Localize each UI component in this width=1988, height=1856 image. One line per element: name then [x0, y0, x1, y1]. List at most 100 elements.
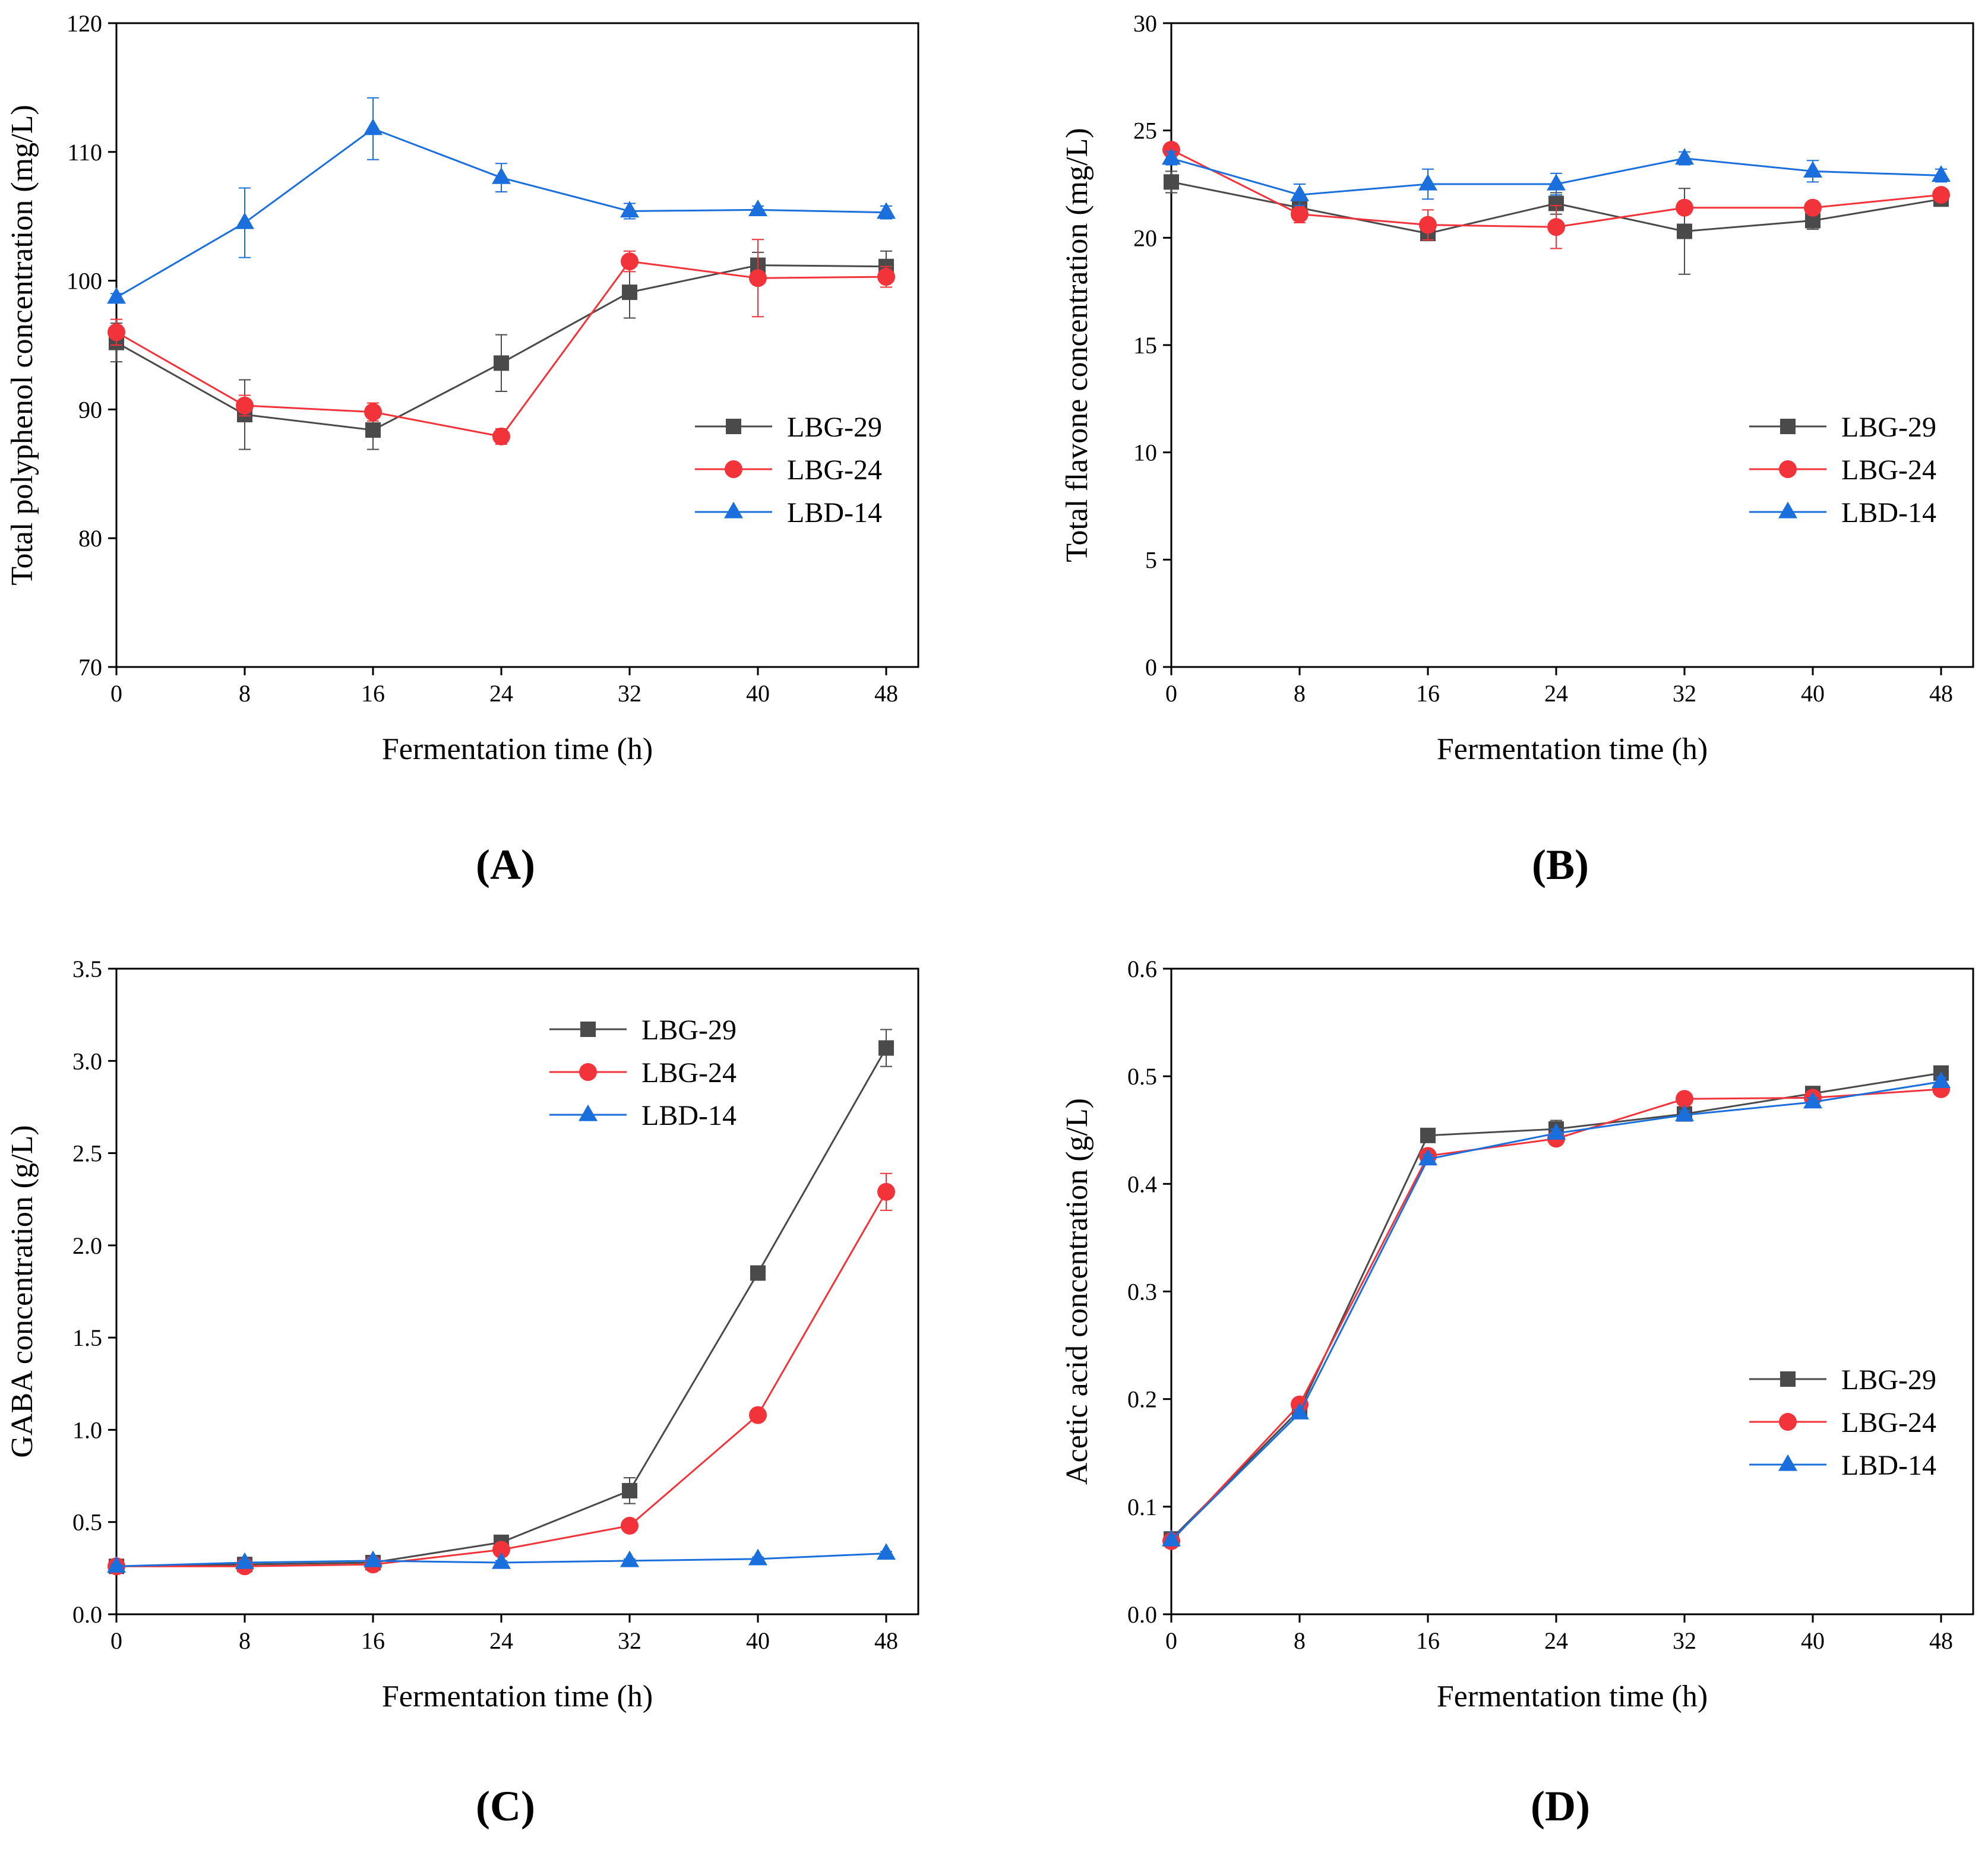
y-axis-title: Acetic acid concentration (g/L) [1060, 1098, 1094, 1485]
data-point [877, 202, 896, 219]
legend-label: LBG-24 [787, 454, 882, 486]
legend-label: LBG-29 [1841, 412, 1936, 443]
y-tick-label: 0.0 [72, 1601, 102, 1628]
data-point [1676, 1090, 1693, 1108]
y-tick-label: 2.5 [72, 1140, 102, 1167]
panel-label: (A) [476, 841, 535, 889]
data-point [492, 1552, 511, 1569]
x-tick-label: 16 [1416, 1627, 1440, 1654]
data-point [1162, 148, 1181, 165]
x-axis-title: Fermentation time (h) [1437, 732, 1708, 766]
data-point [1932, 186, 1950, 204]
y-tick-label: 120 [67, 10, 102, 37]
series-lbg-29 [109, 250, 894, 450]
data-point [364, 1550, 383, 1567]
data-point [1162, 1529, 1181, 1547]
legend: LBG-29 LBG-24 LBD-14 [549, 1014, 737, 1131]
y-tick-label: 30 [1133, 10, 1157, 37]
y-tick-label: 5 [1145, 546, 1157, 573]
series-lbd-14 [1162, 1071, 1951, 1547]
y-tick-label: 0.4 [1127, 1171, 1157, 1197]
x-tick-label: 16 [1416, 680, 1440, 707]
data-point [1803, 160, 1822, 178]
plot-frame [1170, 967, 1974, 1615]
data-point [748, 200, 767, 216]
y-tick-label: 80 [78, 525, 102, 552]
legend: LBG-29 LBG-24 LBD-14 [695, 412, 882, 529]
x-tick-label: 32 [1673, 1627, 1696, 1654]
plot-frame [115, 22, 919, 668]
y-tick-label: 0.3 [1127, 1279, 1157, 1305]
data-point [749, 269, 767, 287]
series-lbd-14 [107, 1543, 896, 1573]
series-lbg-24 [108, 239, 895, 445]
data-point [749, 1406, 767, 1424]
x-tick-label: 24 [1544, 680, 1568, 707]
data-point [877, 1543, 896, 1560]
y-tick-label: 0.5 [1127, 1063, 1157, 1090]
y-axis-title: GABA concentration (g/L) [5, 1125, 39, 1457]
data-point [235, 212, 254, 229]
legend-marker [725, 460, 742, 478]
data-point [621, 252, 639, 271]
legend-marker [1780, 1371, 1796, 1387]
legend-label: LBD-14 [1841, 1450, 1936, 1481]
y-tick-label: 90 [78, 396, 102, 423]
data-point [622, 284, 637, 301]
x-tick-label: 0 [1165, 1627, 1177, 1654]
data-point [877, 268, 895, 286]
panel-label: (B) [1532, 841, 1589, 889]
x-tick-label: 8 [239, 680, 251, 707]
panel-d: 0 8 16 24 32 40 48 0.0 0.1 0.2 0.3 0.4 0.5 0.6 Ferment… [1060, 956, 1974, 1830]
x-tick-label: 24 [1544, 1627, 1568, 1654]
legend-marker [579, 1063, 597, 1081]
legend-label: LBG-29 [787, 412, 882, 443]
legend-marker [1779, 1413, 1797, 1431]
panel-label: (C) [476, 1782, 535, 1830]
data-point [878, 1040, 894, 1056]
y-tick-label: 100 [67, 268, 102, 295]
x-axis-title: Fermentation time (h) [382, 1680, 653, 1713]
x-axis-title: Fermentation time (h) [382, 732, 653, 766]
data-point [1932, 1071, 1951, 1088]
series-lbg-24 [108, 1172, 895, 1576]
plot-frame [115, 967, 919, 1615]
series-line [1170, 1080, 1942, 1541]
x-tick-label: 24 [489, 1627, 513, 1654]
data-point [1420, 1127, 1436, 1143]
series-line [116, 1191, 887, 1567]
data-point [1804, 198, 1822, 217]
data-point [364, 403, 382, 421]
y-tick-label: 0.5 [72, 1509, 102, 1536]
y-axis-title: Total flavone concentration (mg/L) [1060, 128, 1094, 562]
data-point [877, 1182, 895, 1201]
data-point [492, 167, 511, 184]
panel-label: (D) [1531, 1782, 1590, 1830]
y-tick-label: 110 [67, 139, 102, 166]
x-tick-label: 48 [874, 1627, 898, 1654]
x-tick-label: 40 [1801, 680, 1825, 707]
x-tick-label: 48 [1929, 680, 1953, 707]
series-lbg-29 [109, 1029, 894, 1574]
data-point [1676, 198, 1693, 217]
series-lbd-14 [107, 97, 896, 304]
data-point [750, 1265, 766, 1281]
x-tick-label: 40 [746, 1627, 770, 1654]
data-point [236, 396, 254, 415]
legend-label: LBG-24 [1841, 1407, 1936, 1438]
data-point [621, 1516, 639, 1535]
data-point [1290, 184, 1309, 201]
y-tick-label: 0.2 [1127, 1386, 1157, 1413]
y-axis-title: Total polyphenol concentration (mg/L) [5, 105, 39, 585]
legend-label: LBD-14 [641, 1100, 737, 1131]
data-point [1675, 1105, 1694, 1122]
legend-marker [1778, 1454, 1797, 1471]
data-point [1291, 205, 1309, 223]
legend-marker [580, 1022, 596, 1037]
legend-marker [1780, 419, 1796, 434]
data-point [1419, 216, 1437, 234]
legend-marker [724, 501, 743, 518]
legend-label: LBD-14 [1841, 497, 1936, 529]
y-tick-label: 10 [1133, 440, 1157, 466]
series-line [1170, 1088, 1942, 1542]
